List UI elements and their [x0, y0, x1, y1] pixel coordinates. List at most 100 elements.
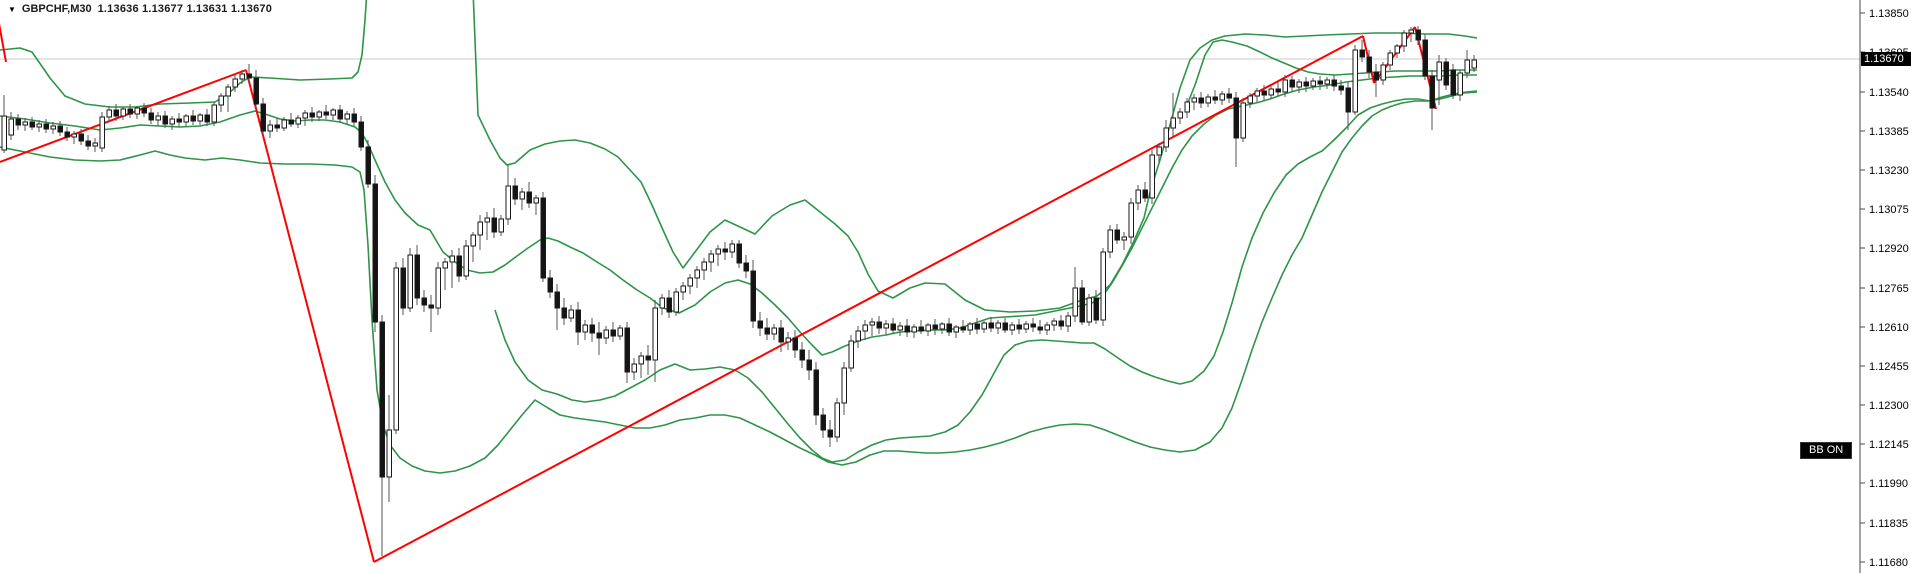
candle-bearish: [57, 125, 63, 133]
candle-bullish: [533, 197, 539, 204]
axis-price-label: 1.12610: [1869, 322, 1909, 334]
candle-bearish: [792, 337, 798, 351]
candle-bullish: [155, 115, 161, 121]
candle-bearish: [1443, 61, 1449, 86]
candle-bearish: [813, 369, 819, 416]
candle-bullish: [463, 245, 469, 277]
candle-bearish: [428, 304, 434, 309]
candle-bullish: [995, 322, 1001, 329]
candle-bullish: [1191, 97, 1197, 103]
trendline-edge-stub[interactable]: [0, 18, 7, 63]
candle-bearish: [610, 329, 616, 337]
candle-bearish: [43, 123, 49, 130]
candle-bullish: [449, 255, 455, 263]
candle-bullish: [834, 402, 840, 438]
candle-bearish: [1275, 88, 1281, 93]
candle-bullish: [925, 324, 931, 332]
candle-bullish: [841, 367, 847, 404]
candle-bullish: [582, 324, 588, 333]
axis-price-label: 1.12920: [1869, 243, 1909, 255]
candle-bearish: [141, 107, 147, 114]
candle-bearish: [918, 326, 924, 332]
candle-bearish: [379, 321, 385, 478]
candle-bullish: [701, 261, 707, 271]
axis-price-label: 1.11680: [1869, 557, 1908, 569]
candle-bullish: [1065, 315, 1071, 327]
candle-bullish: [1247, 95, 1253, 104]
candle-bullish: [393, 267, 399, 431]
candle-bearish: [1037, 326, 1043, 331]
candle-bearish: [1002, 322, 1008, 331]
candle-bearish: [743, 262, 749, 272]
axis-price-label: 1.12455: [1869, 361, 1909, 373]
candle-bullish: [1156, 146, 1162, 156]
axis-price-label: 1.11990: [1869, 478, 1908, 490]
candle-bearish: [309, 112, 315, 118]
candle-bullish: [519, 191, 525, 200]
candle-bearish: [540, 197, 546, 279]
candle-bullish: [1282, 79, 1288, 93]
candle-bullish: [568, 309, 574, 319]
candle-bullish: [1240, 102, 1246, 139]
candle-bearish: [1422, 39, 1428, 77]
candle-bearish: [1226, 93, 1232, 99]
bollinger-upper-inner[interactable]: [1184, 39, 1477, 111]
axis-price-label: 1.13385: [1869, 126, 1909, 138]
candle-bullish: [330, 109, 336, 116]
candle-bullish: [386, 429, 392, 478]
candle-bullish: [715, 248, 721, 255]
candle-bearish: [365, 146, 371, 185]
candle-bullish: [1436, 61, 1442, 81]
trendline-fall-1[interactable]: [245, 69, 375, 563]
candle-bearish: [974, 323, 980, 330]
candle-bullish: [295, 117, 301, 125]
candle-bullish: [729, 243, 735, 253]
candle-bearish: [1198, 97, 1204, 104]
candle-bullish: [1128, 202, 1134, 238]
bollinger-upper-outer[interactable]: [0, 0, 1478, 313]
candle-bearish: [113, 109, 119, 117]
candle-bearish: [799, 349, 805, 361]
candle-bearish: [1317, 80, 1323, 85]
candle-bearish: [1303, 81, 1309, 87]
candle-bullish: [1100, 251, 1106, 321]
candle-bullish: [708, 253, 714, 263]
candle-bullish: [883, 323, 889, 329]
candle-bullish: [106, 109, 112, 118]
candle-bullish: [1352, 49, 1358, 113]
candle-bearish: [722, 248, 728, 253]
candle-bearish: [1030, 323, 1036, 328]
trendline-rise-2[interactable]: [373, 35, 1364, 563]
candle-bearish: [1079, 287, 1085, 323]
candle-bearish: [778, 327, 784, 343]
bollinger-lower-outer[interactable]: [0, 91, 1478, 474]
ohlc-values: 1.13636 1.13677 1.13631 1.13670: [97, 3, 273, 15]
candle-bullish: [1394, 45, 1400, 54]
candle-bullish: [197, 114, 203, 122]
bb-toggle-badge[interactable]: BB ON: [1800, 442, 1853, 459]
candle-bullish: [673, 291, 679, 313]
trendline-rise-3[interactable]: [1373, 26, 1416, 84]
candle-bearish: [1058, 320, 1064, 327]
collapse-triangle-icon[interactable]: ▼: [8, 4, 16, 14]
bollinger-lower-inner[interactable]: [494, 90, 1478, 463]
bollinger-middle[interactable]: [0, 74, 1477, 356]
candle-bearish: [64, 131, 70, 138]
candle-bullish: [477, 221, 483, 236]
candle-bullish: [435, 267, 441, 309]
candle-bullish: [232, 78, 238, 88]
candle-bullish: [407, 254, 413, 309]
candle-bearish: [15, 118, 21, 126]
candle-bearish: [421, 297, 427, 306]
candle-bearish: [414, 254, 420, 299]
candle-bullish: [1387, 52, 1393, 66]
candle-bullish: [771, 327, 777, 335]
candle-bullish: [99, 116, 105, 149]
candle-bullish: [281, 119, 287, 129]
candle-bullish: [267, 124, 273, 132]
candle-bearish: [1338, 85, 1344, 91]
candle-bearish: [253, 77, 259, 105]
candle-bearish: [1233, 97, 1239, 139]
